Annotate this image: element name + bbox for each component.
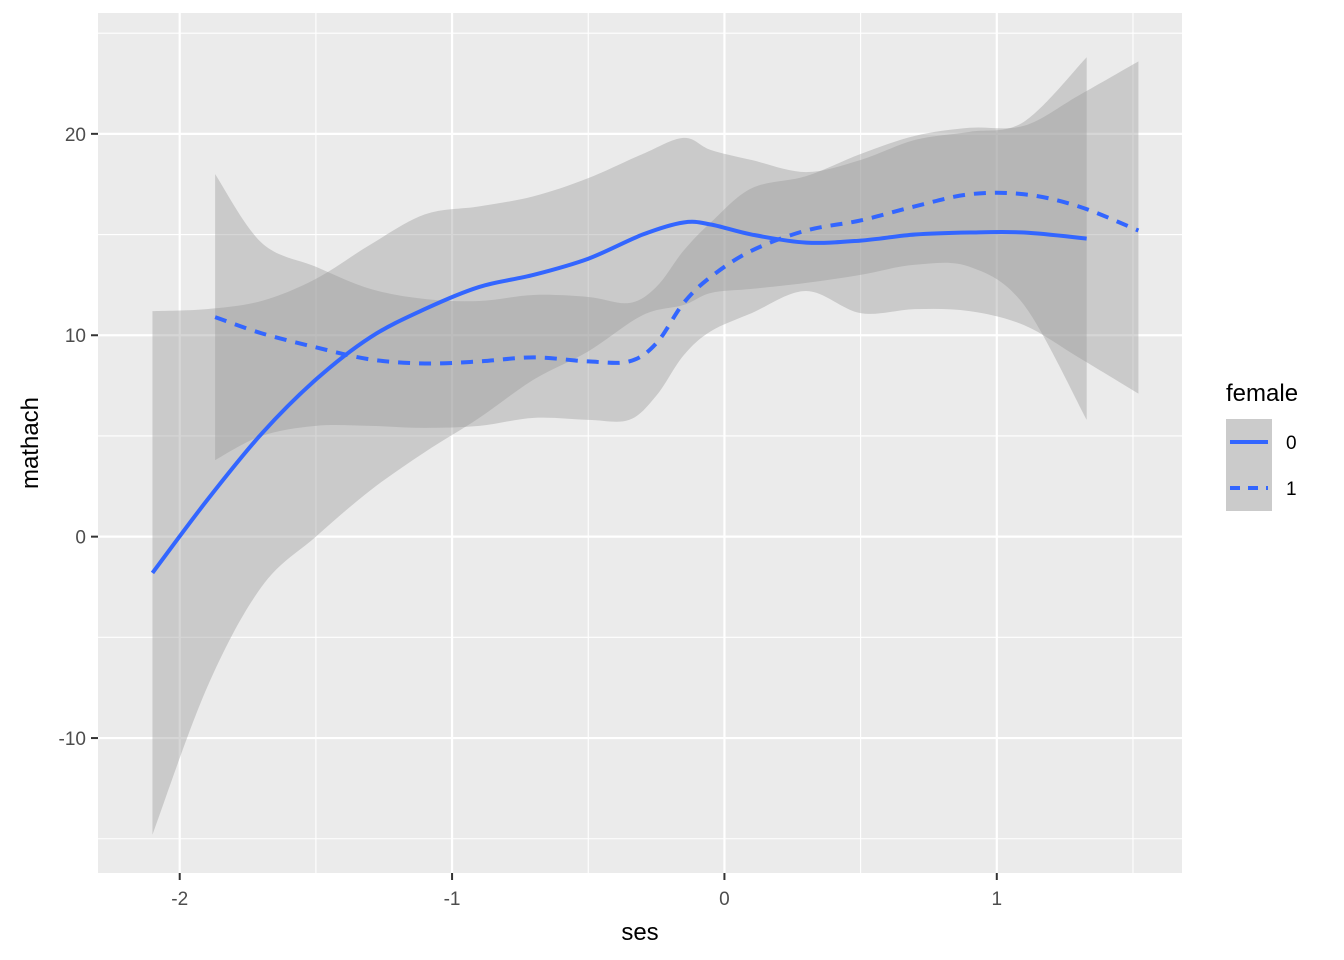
x-tick-label: -1 [444,889,461,910]
confidence-ribbons [152,57,1139,835]
grid-major [98,13,1182,873]
ci-ribbon-1 [215,61,1139,461]
y-tick-label: 0 [75,528,86,549]
legend: female 0 1 [1226,380,1298,511]
y-tick-label: 20 [65,125,86,146]
y-tick-label: -10 [59,729,86,750]
x-axis-title: ses [621,919,658,946]
x-axis: -2 -1 0 1 [171,873,1002,910]
ci-ribbon-0 [152,57,1087,835]
series-lines [150,190,1140,575]
legend-label-0: 0 [1286,433,1297,454]
legend-title: female [1226,380,1298,407]
y-tick-label: 10 [65,326,86,347]
x-tick-label: -2 [171,889,188,910]
y-axis: -10 0 10 20 [59,125,98,750]
series-line-0 [150,219,1087,575]
x-tick-label: 0 [719,889,730,910]
legend-label-1: 1 [1286,479,1297,500]
plot-panel [98,13,1182,873]
x-tick-label: 1 [992,889,1003,910]
grid-minor [98,13,1182,873]
y-axis-title: mathach [17,397,44,489]
